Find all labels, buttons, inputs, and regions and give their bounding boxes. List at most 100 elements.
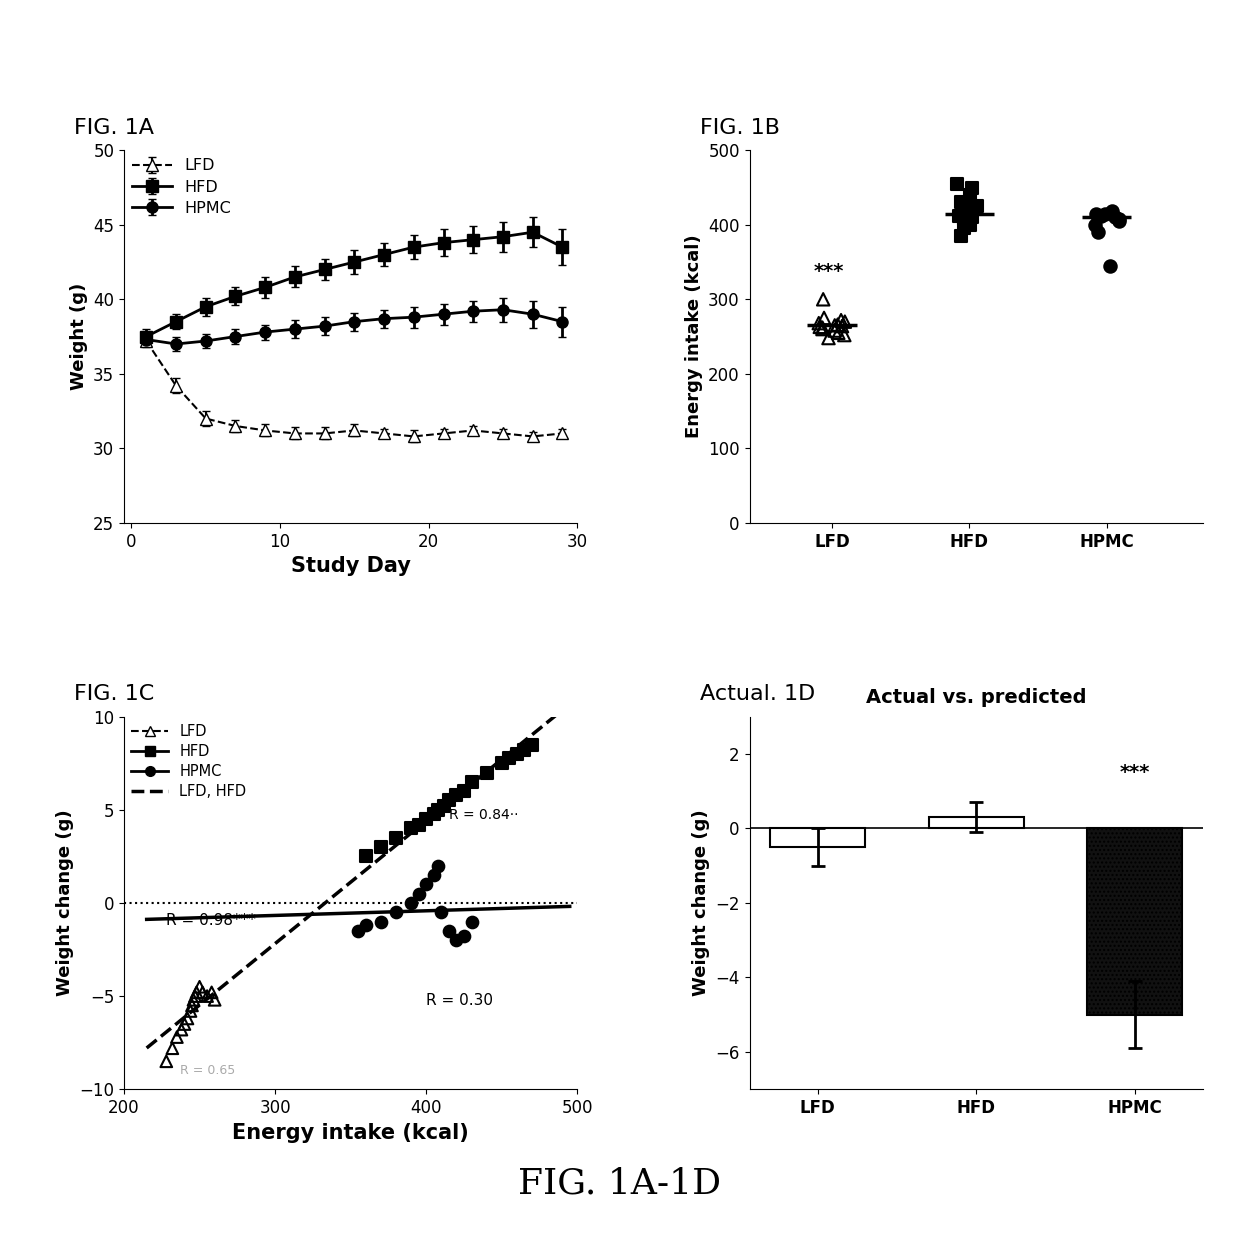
- Point: [424, 804, 444, 824]
- Point: [960, 215, 980, 235]
- Point: [461, 911, 481, 931]
- Point: [386, 903, 405, 923]
- Point: [461, 771, 481, 791]
- Text: ***: ***: [813, 262, 844, 280]
- Point: [185, 987, 205, 1007]
- Point: [432, 903, 451, 923]
- Point: [954, 204, 973, 224]
- Point: [192, 983, 212, 1003]
- Point: [818, 328, 838, 348]
- Point: [428, 855, 448, 875]
- Text: R = 0.30: R = 0.30: [427, 993, 494, 1008]
- Point: [808, 313, 828, 333]
- Text: FIG. 1A-1D: FIG. 1A-1D: [518, 1166, 722, 1201]
- Point: [156, 1052, 176, 1072]
- Point: [181, 1002, 201, 1022]
- Point: [167, 1027, 187, 1047]
- Point: [507, 744, 527, 764]
- Point: [1085, 215, 1105, 235]
- Point: [835, 326, 854, 346]
- Y-axis label: Weight change (g): Weight change (g): [692, 810, 709, 997]
- Point: [828, 323, 848, 343]
- Point: [812, 318, 832, 338]
- Point: [409, 815, 429, 835]
- Point: [951, 225, 971, 245]
- Point: [522, 735, 542, 755]
- Point: [950, 205, 970, 225]
- X-axis label: Study Day: Study Day: [290, 556, 410, 576]
- Point: [962, 208, 982, 228]
- Point: [371, 838, 391, 858]
- Point: [515, 740, 534, 760]
- Point: [962, 178, 982, 198]
- Point: [417, 809, 436, 829]
- Text: Actual. 1D: Actual. 1D: [699, 684, 815, 704]
- Point: [825, 321, 844, 341]
- Point: [832, 316, 852, 336]
- Point: [831, 310, 851, 331]
- Point: [500, 747, 520, 767]
- Point: [190, 977, 210, 997]
- Text: FIG. 1B: FIG. 1B: [699, 118, 780, 138]
- Point: [402, 819, 422, 839]
- Point: [492, 754, 512, 774]
- Y-axis label: Energy intake (kcal): Energy intake (kcal): [684, 234, 703, 438]
- Point: [815, 308, 835, 328]
- Point: [186, 983, 206, 1003]
- Point: [439, 790, 459, 810]
- Point: [386, 828, 405, 848]
- Point: [1095, 204, 1115, 224]
- Point: [959, 198, 978, 218]
- Point: [446, 930, 466, 950]
- Title: Actual vs. predicted: Actual vs. predicted: [866, 687, 1086, 706]
- Point: [175, 1014, 195, 1034]
- Point: [1100, 255, 1120, 275]
- Point: [967, 197, 987, 217]
- Point: [428, 800, 448, 820]
- Text: R = 0.65: R = 0.65: [180, 1064, 236, 1077]
- Point: [202, 983, 222, 1003]
- Point: [951, 193, 971, 213]
- Point: [439, 921, 459, 942]
- Text: FIG. 1C: FIG. 1C: [74, 684, 155, 704]
- Bar: [770, 829, 866, 848]
- Point: [1110, 209, 1130, 229]
- Point: [1109, 212, 1128, 232]
- Legend: LFD, HFD, HPMC: LFD, HFD, HPMC: [131, 158, 232, 217]
- Point: [1086, 204, 1106, 224]
- Bar: [1087, 829, 1182, 1014]
- X-axis label: Energy intake (kcal): Energy intake (kcal): [232, 1123, 469, 1143]
- Point: [356, 915, 376, 935]
- Point: [947, 174, 967, 194]
- Point: [371, 911, 391, 931]
- Point: [954, 209, 973, 229]
- Bar: [929, 818, 1024, 829]
- Point: [1105, 208, 1125, 228]
- Point: [812, 319, 832, 339]
- Point: [182, 995, 202, 1015]
- Point: [417, 874, 436, 894]
- Point: [960, 185, 980, 205]
- Point: [454, 926, 474, 947]
- Point: [162, 1038, 182, 1058]
- Point: [402, 893, 422, 913]
- Point: [197, 987, 217, 1007]
- Y-axis label: Weight change (g): Weight change (g): [56, 810, 73, 997]
- Text: R = 0.98***: R = 0.98***: [166, 913, 257, 928]
- Point: [476, 762, 496, 782]
- Point: [813, 289, 833, 309]
- Point: [177, 1008, 197, 1028]
- Text: ***: ***: [1120, 762, 1149, 782]
- Point: [171, 1019, 191, 1039]
- Point: [956, 202, 976, 222]
- Point: [1091, 205, 1111, 225]
- Point: [348, 921, 368, 942]
- Point: [1102, 202, 1122, 222]
- Legend: LFD, HFD, HPMC, LFD, HFD: LFD, HFD, HPMC, LFD, HFD: [131, 724, 247, 799]
- Text: R = 0.84··: R = 0.84··: [449, 808, 518, 823]
- Point: [954, 218, 973, 238]
- Point: [1087, 222, 1107, 242]
- Point: [957, 212, 977, 232]
- Point: [409, 884, 429, 904]
- Point: [810, 317, 830, 337]
